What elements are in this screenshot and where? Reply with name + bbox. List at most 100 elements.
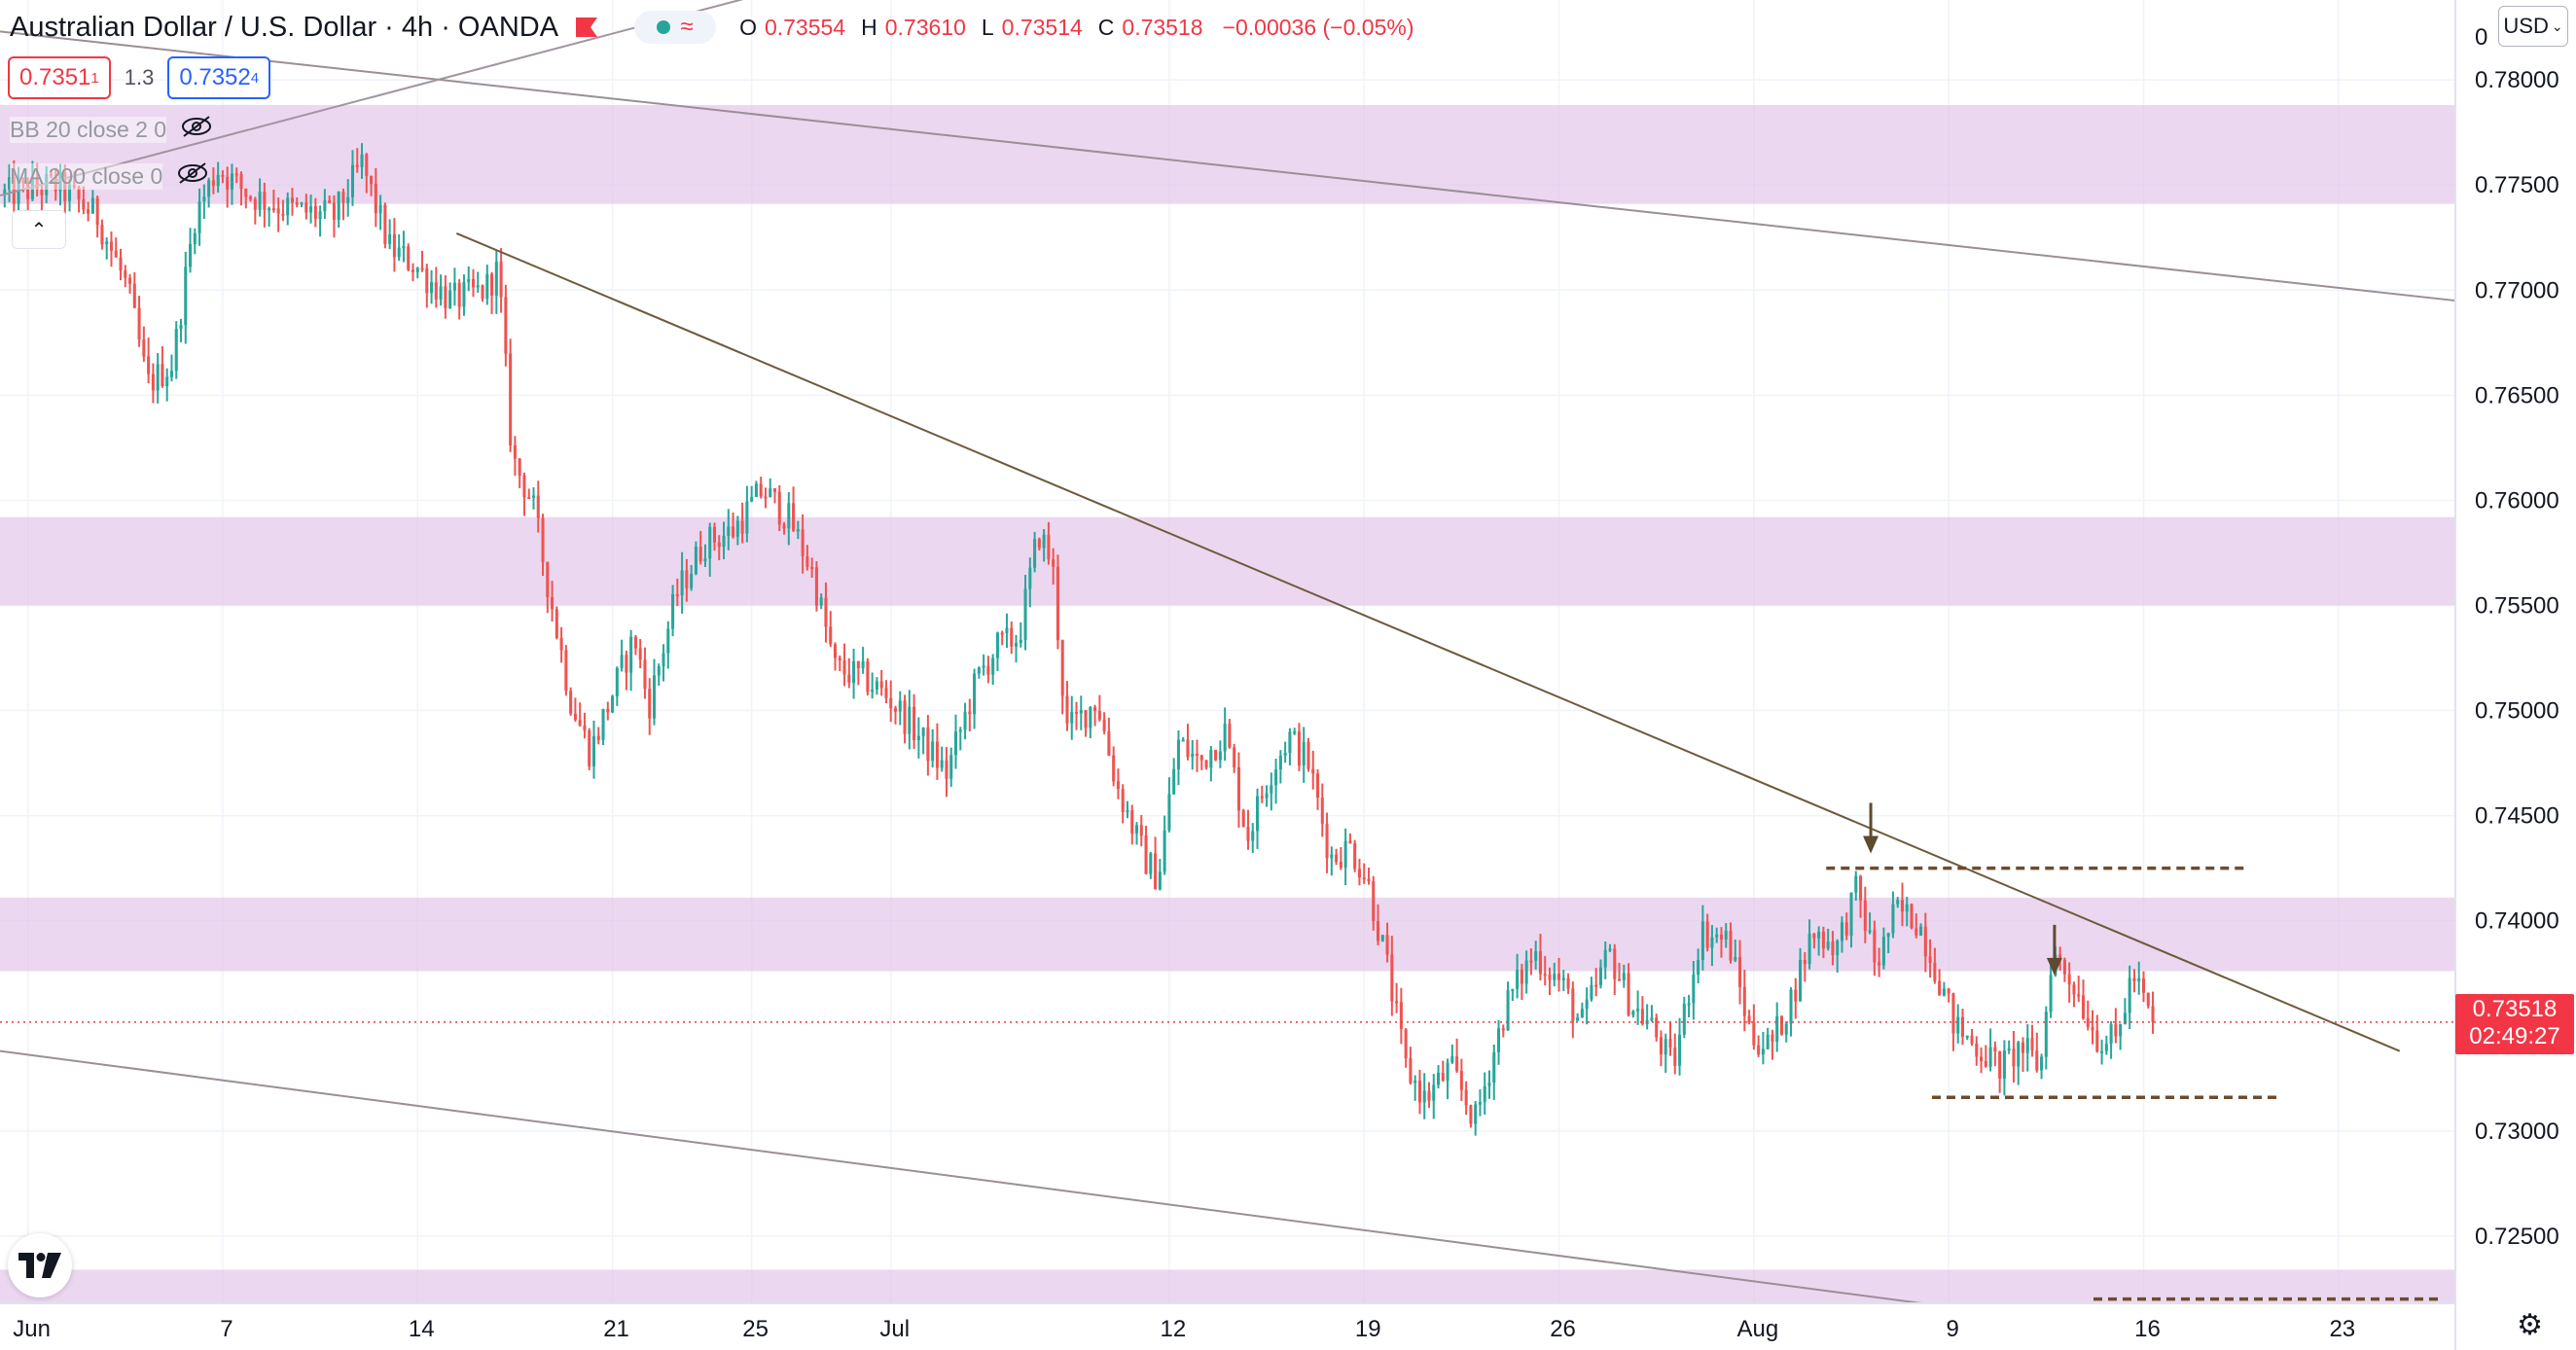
candle-body [559, 637, 563, 651]
candle-body [652, 675, 657, 719]
candle-body [1455, 1056, 1459, 1072]
market-status[interactable]: ≈ [634, 11, 717, 44]
candle-body [1817, 931, 1821, 939]
candle-body [244, 188, 248, 197]
indicator-moving-average[interactable]: MA 200 close 0 [10, 161, 209, 191]
candle-body [1278, 755, 1282, 769]
candle-body [690, 574, 694, 588]
currency-select[interactable]: USD ⌄ [2498, 6, 2568, 47]
candle-body [448, 290, 452, 308]
candle-body [3, 189, 7, 195]
tradingview-logo-icon[interactable] [8, 1233, 72, 1297]
eye-hidden-icon[interactable] [180, 115, 213, 144]
candle-body [318, 211, 322, 220]
candle-body [434, 282, 438, 300]
candle-body [1980, 1056, 1984, 1062]
candle-body [727, 526, 731, 536]
candle-body [1251, 831, 1255, 841]
candle-body [2030, 1038, 2034, 1051]
candle-body [313, 206, 317, 220]
candle-body [2021, 1042, 2025, 1053]
zone-band [0, 1269, 2455, 1303]
candle-body [328, 200, 332, 203]
candle-body [931, 741, 935, 762]
candle-body [2104, 1044, 2108, 1051]
candle-body [1390, 954, 1394, 1002]
candle-body [2044, 1012, 2048, 1057]
candle-body [109, 241, 113, 251]
candle-body [591, 735, 596, 767]
candle-body [207, 180, 211, 197]
candle-body [1492, 1051, 1496, 1084]
candle-body [1469, 1105, 1473, 1124]
x-tick-label: Jul [879, 1316, 910, 1342]
eye-hidden-icon[interactable] [176, 161, 209, 191]
arrow-head [1863, 835, 1879, 854]
candle-body [995, 632, 999, 658]
candle-body [1618, 978, 1622, 981]
candle-body [866, 660, 870, 693]
x-tick-label: 23 [2329, 1316, 2355, 1342]
candle-body [625, 655, 628, 673]
trend-lines [0, 0, 2456, 1307]
candle-body [147, 356, 151, 374]
candle-body [77, 187, 81, 200]
candle-body [1520, 970, 1523, 984]
candle-body [1487, 1083, 1491, 1086]
candle-body [1831, 941, 1835, 956]
candle-body [1881, 937, 1885, 966]
spread-value: 1.3 [124, 65, 155, 89]
candle-body [286, 197, 290, 216]
candle-body [1097, 711, 1101, 720]
candle-body [1204, 760, 1208, 768]
buy-price-button[interactable]: 0.7352 4 [167, 56, 271, 99]
candle-body [2119, 1023, 2123, 1037]
candle-body [991, 657, 995, 675]
candle-body [1427, 1090, 1431, 1101]
y-tick-label: 0.74000 [2475, 908, 2559, 935]
candle-body [1417, 1080, 1421, 1103]
candle-body [1627, 973, 1630, 1015]
gear-icon[interactable]: ⚙ [2517, 1309, 2543, 1341]
candle-body [1274, 768, 1278, 786]
candle-body [1548, 975, 1552, 980]
candle-body [2137, 977, 2141, 981]
candle-body [1019, 639, 1022, 644]
x-tick-label: 7 [220, 1316, 233, 1342]
candle-body [1766, 1034, 1770, 1049]
candle-body [1283, 753, 1287, 756]
candle-body [518, 458, 521, 476]
y-tick-label: 0.72500 [2475, 1224, 2559, 1250]
candle-body [1343, 840, 1347, 869]
candle-body [754, 483, 758, 497]
candle-body [1752, 1022, 1756, 1046]
candle-body [1738, 956, 1742, 987]
symbol-title[interactable]: Australian Dollar / U.S. Dollar · 4h · O… [10, 11, 559, 43]
candle-body [1144, 835, 1148, 874]
candle-body [861, 660, 865, 669]
collapse-legend-button[interactable]: ⌃ [12, 210, 66, 249]
candle-body [1149, 853, 1153, 874]
candle-body [722, 535, 726, 548]
indicator-bollinger[interactable]: BB 20 close 2 0 [10, 115, 213, 144]
candle-body [1757, 1045, 1761, 1055]
last-price-label: 0.73518 02:49:27 [2455, 994, 2574, 1054]
candle-body [1060, 640, 1064, 696]
candle-body [611, 695, 615, 713]
candle-body [1380, 935, 1384, 941]
candle-body [814, 567, 818, 606]
candle-body [2114, 1024, 2118, 1037]
candle-body [30, 176, 34, 199]
candle-body [1209, 750, 1213, 768]
candle-body [1112, 755, 1116, 782]
flag-icon[interactable] [576, 18, 598, 37]
candle-body [1367, 878, 1371, 882]
candle-body [1459, 1071, 1463, 1090]
candle-body [1975, 1043, 1979, 1057]
candle-body [197, 201, 201, 233]
sell-price-button[interactable]: 0.7351 1 [8, 56, 111, 99]
candle-body [1014, 643, 1019, 647]
x-tick-label: 12 [1161, 1316, 1187, 1342]
